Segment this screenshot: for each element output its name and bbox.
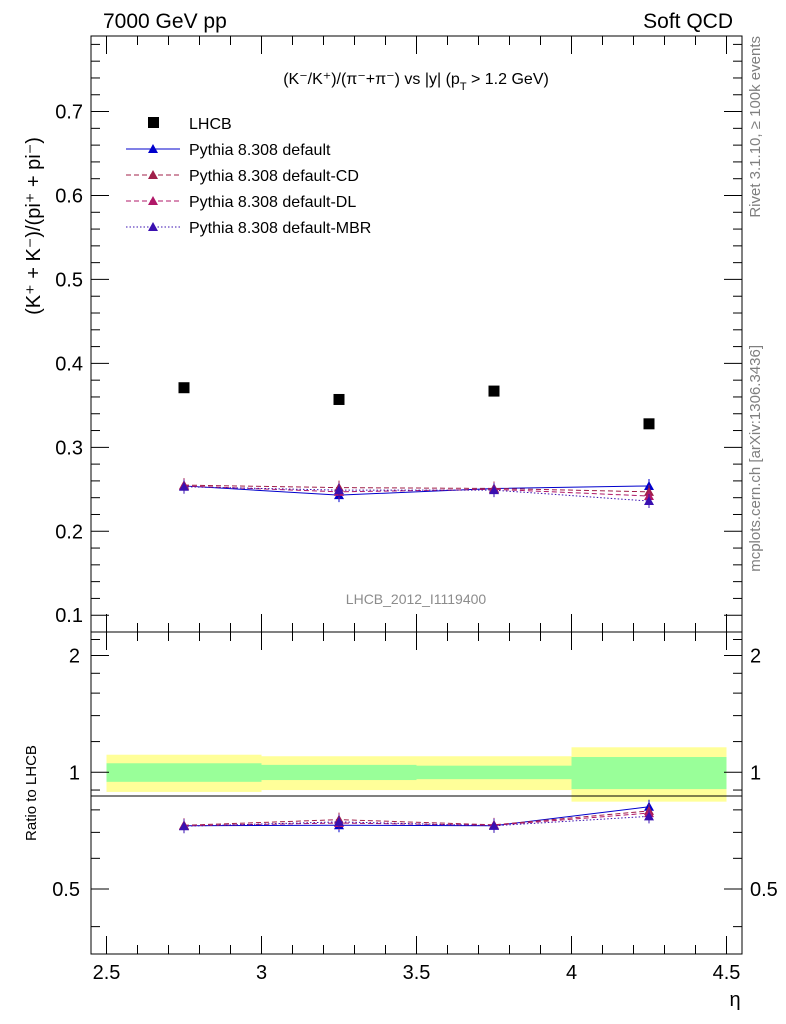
y-tick-label: 0.6: [55, 185, 83, 207]
legend-label-3: Pythia 8.308 default-MBR: [189, 220, 371, 237]
ratio-y-axis-label: Ratio to LHCB: [23, 745, 40, 841]
ratio-y-tick-label: 1: [750, 762, 761, 784]
series-point: [334, 485, 344, 495]
x-axis-label: η: [729, 989, 740, 1011]
x-tick-label: 4: [566, 962, 577, 984]
ratio-series-lines: [179, 799, 654, 834]
ratio-band-inner: [106, 763, 262, 782]
ratio-point: [179, 821, 189, 831]
x-tick-label: 4.5: [713, 962, 741, 984]
x-tick-label: 3: [256, 962, 267, 984]
x-tick-labels: 2.5 3 3.5 4 4.5: [93, 962, 741, 984]
ratio-point: [334, 816, 344, 826]
y-tick-label: 0.2: [55, 521, 83, 543]
data-point: [488, 385, 500, 397]
series-line-0: [183, 485, 650, 496]
legend: LHCB Pythia 8.308 default Pythia 8.308 def…: [126, 116, 371, 237]
main-y-tick-labels: 0.1 0.2 0.3 0.4 0.5 0.6 0.7: [55, 102, 83, 628]
legend-marker-3: [148, 222, 158, 231]
y-tick-label: 0.1: [55, 605, 83, 627]
y-tick-label: 0.5: [55, 269, 83, 291]
x-tick-label: 3.5: [403, 962, 431, 984]
ratio-series-line-3: [183, 815, 650, 827]
main-data-points: [178, 382, 655, 430]
ratio-y-tick-labels: 0.5 0.5 1 1 2 2: [52, 646, 778, 902]
ratio-point: [644, 811, 654, 821]
series-point: [179, 481, 189, 491]
series-point: [489, 485, 499, 495]
main-axis-ticks: [91, 36, 742, 632]
ratio-y-tick-label: 2: [69, 646, 80, 668]
legend-marker-2: [148, 196, 158, 205]
ratio-uncertainty-bands: [106, 747, 727, 802]
legend-marker-data: [148, 117, 159, 128]
ratio-axis-ticks: [91, 632, 742, 954]
y-tick-label: 0.3: [55, 437, 83, 459]
analysis-watermark: LHCB_2012_I1119400: [346, 591, 487, 607]
ratio-band-inner: [416, 765, 572, 780]
ratio-band-inner: [571, 757, 727, 790]
ratio-y-tick-label: 1: [69, 762, 80, 784]
legend-label-0: Pythia 8.308 default: [189, 142, 331, 159]
y-tick-label: 0.7: [55, 102, 83, 124]
ratio-panel: 0.5 0.5 1 1 2 2 2.5 3 3.5 4 4.5 Ratio to LHCB η: [23, 631, 778, 1011]
y-axis-label: (K⁺ + K⁻)/(pi⁺ + pi⁻): [23, 137, 45, 315]
mcplots-label: mcplots.cern.ch [arXiv:1306.3436]: [747, 345, 764, 572]
header-right-label: Soft QCD: [643, 10, 733, 33]
x-tick-label: 2.5: [93, 962, 121, 984]
series-point: [644, 496, 654, 506]
ratio-y-tick-label: 2: [750, 646, 761, 668]
ratio-point: [489, 820, 499, 830]
rivet-version-label: Rivet 3.1.10, ≥ 100k events: [747, 36, 764, 218]
ratio-y-tick-label: 0.5: [52, 879, 80, 901]
legend-label-1: Pythia 8.308 default-CD: [189, 168, 359, 185]
ratio-series-line-1: [183, 810, 650, 826]
series-line-1: [183, 484, 650, 493]
main-panel: 0.1 0.2 0.3 0.4 0.5 0.6 0.7 (K⁺ + K⁻)/(pi⁺ + p…: [23, 35, 743, 633]
chart-title: (K⁻/K⁺)/(π⁻+π⁻) vs |y| (pT > 1.2 GeV): [283, 71, 549, 93]
series-line-2: [183, 485, 650, 497]
main-series-lines: [179, 478, 654, 509]
ratio-y-tick-label: 0.5: [750, 879, 778, 901]
ratio-band-inner: [261, 764, 417, 781]
series-line-3: [183, 486, 650, 502]
legend-label-data: LHCB: [189, 116, 232, 133]
y-tick-label: 0.4: [55, 353, 83, 375]
data-point: [178, 382, 190, 394]
header-left-label: 7000 GeV pp: [103, 10, 227, 33]
ratio-series-line-0: [183, 806, 650, 827]
legend-marker-0: [148, 144, 158, 153]
data-point: [643, 418, 655, 430]
legend-label-2: Pythia 8.308 default-DL: [189, 194, 356, 211]
ratio-series-line-2: [183, 812, 650, 827]
data-point: [333, 393, 345, 405]
legend-marker-1: [148, 170, 158, 179]
